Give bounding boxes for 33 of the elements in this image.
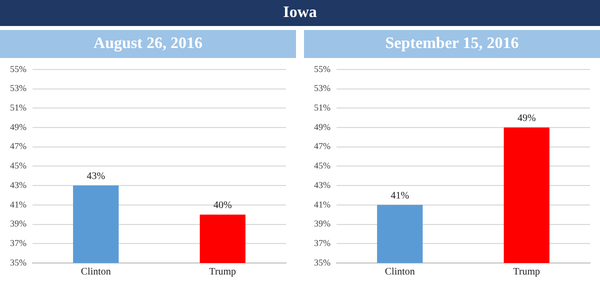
y-tick-label: 37% [314,238,331,248]
y-tick-label: 55% [314,64,331,74]
x-tick-label: Trump [209,266,236,278]
y-tick-label: 51% [10,102,27,112]
text: Iowa [0,0,600,26]
y-tick-label: 45% [10,160,27,171]
y-tick-label: 41% [10,199,27,210]
chart-title: August 26, 2016 [0,30,296,58]
y-tick-label: 43% [10,180,27,190]
y-tick-label: 39% [314,218,331,229]
y-tick-label: 47% [314,141,331,152]
y-tick-label: 49% [314,122,331,132]
y-tick-label: 41% [314,199,331,210]
y-tick-label: 47% [10,141,27,152]
data-label: 40% [213,200,232,212]
data-label: 49% [517,113,536,124]
y-tick-label: 39% [10,218,27,229]
y-tick-label: 43% [314,180,331,190]
y-tick-label: 55% [10,64,27,74]
y-tick-label: 51% [314,102,331,112]
chart-title: September 15, 2016 [304,30,600,58]
y-tick-label: 53% [10,83,27,94]
data-label: 43% [86,171,106,182]
x-tick-label: Clinton [80,266,111,278]
y-tick-label: 49% [10,122,27,132]
y-tick-label: 37% [10,238,27,248]
y-tick-label: 35% [10,257,27,268]
data-label: 41% [390,190,410,202]
x-tick-label: Clinton [384,266,415,278]
y-tick-label: 45% [314,160,331,171]
y-tick-label: 53% [314,83,331,94]
y-tick-label: 35% [314,257,331,268]
x-tick-label: Trump [513,266,540,278]
